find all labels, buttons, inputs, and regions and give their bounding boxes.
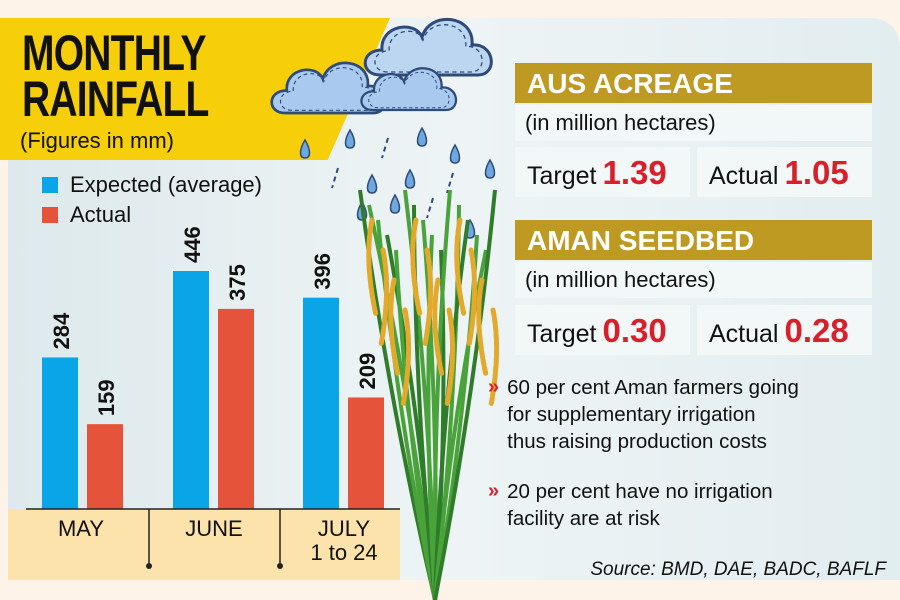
legend-actual: Actual — [42, 202, 131, 228]
raindrop-icon — [484, 158, 496, 179]
target-label: Target — [527, 162, 597, 190]
rain-streak — [331, 167, 339, 189]
chart-subtitle: (Figures in mm) — [20, 128, 175, 153]
aus-unit: (in million hectares) — [515, 105, 872, 141]
aman-target: Target 0.30 — [515, 305, 690, 355]
x-tick-label-line: JULY — [317, 516, 371, 541]
target-label: Target — [527, 320, 597, 348]
title-line-2: RAINFALL — [22, 71, 209, 127]
target-value: 0.30 — [602, 312, 667, 349]
aus-acreage-header: AUS ACREAGE — [515, 63, 872, 103]
legend-swatch-actual — [42, 207, 58, 223]
bullet-line: for supplementary irrigation — [507, 403, 756, 426]
x-tick-label-line: 1 to 24 — [310, 540, 378, 565]
bullet-line: 60 per cent Aman farmers going — [507, 376, 799, 399]
source-note: Source: BMD, DAE, BADC, BAFLF — [590, 559, 886, 580]
bar-expected-0 — [42, 357, 78, 509]
raindrop-icon — [389, 193, 401, 214]
rain-streak — [381, 137, 389, 159]
double-chevron-icon: » — [488, 376, 500, 398]
raindrop-icon — [344, 128, 356, 149]
bar-actual-2 — [348, 397, 384, 509]
bar-data-label: 209 — [355, 353, 380, 390]
rain-streak — [446, 172, 454, 194]
raindrop-icon — [299, 138, 311, 159]
bar-data-label: 446 — [180, 226, 205, 263]
actual-value: 1.05 — [784, 154, 849, 191]
aman-actual: Actual 0.28 — [697, 305, 872, 355]
bullet-line: 20 per cent have no irrigation — [507, 480, 773, 503]
x-tick-label-line: MAY — [57, 516, 105, 541]
aus-target: Target 1.39 — [515, 147, 690, 197]
aman-unit: (in million hectares) — [515, 262, 872, 298]
bullet-line: facility are at risk — [507, 507, 660, 530]
actual-value: 0.28 — [784, 312, 849, 349]
divider-dot — [277, 563, 283, 569]
aman-seedbed-header: AMAN SEEDBED — [515, 220, 872, 260]
raindrop-icon — [404, 168, 416, 189]
cloud-icon — [360, 67, 457, 112]
bullet-item: » 20 per cent have no irrigation facility … — [488, 478, 773, 532]
bullet-line: thus raising production costs — [507, 430, 767, 453]
x-tick-label: MAY — [21, 517, 141, 541]
page-title: MONTHLY RAINFALL — [22, 25, 209, 127]
actual-label: Actual — [709, 162, 779, 190]
bullet-item: » 60 per cent Aman farmers going for suppl… — [488, 374, 799, 455]
divider-dot — [146, 563, 152, 569]
legend-expected: Expected (average) — [42, 172, 262, 198]
legend-label: Expected (average) — [70, 172, 262, 197]
x-axis-band — [8, 509, 400, 580]
raindrop-icon — [416, 126, 428, 147]
cloud-icon — [363, 17, 493, 77]
target-value: 1.39 — [602, 154, 667, 191]
x-tick-label-line: JUNE — [185, 516, 243, 541]
bar-expected-2 — [303, 297, 339, 509]
raindrop-icon — [366, 173, 378, 194]
x-tick-label: JULY 1 to 24 — [284, 517, 404, 565]
x-tick-label: JUNE — [154, 517, 274, 541]
bar-data-label: 159 — [94, 379, 119, 416]
bar-data-label: 375 — [225, 264, 250, 301]
title-line-1: MONTHLY — [22, 25, 207, 81]
legend-label: Actual — [70, 202, 132, 227]
bar-data-label: 396 — [310, 253, 335, 290]
rain-streak — [426, 197, 434, 219]
aus-actual: Actual 1.05 — [697, 147, 872, 197]
bar-actual-0 — [87, 424, 123, 509]
legend-swatch-expected — [42, 177, 58, 193]
bar-actual-1 — [218, 308, 254, 509]
bar-data-label: 284 — [49, 312, 74, 349]
rice-plant-illustration — [358, 189, 500, 600]
bar-expected-1 — [173, 271, 209, 509]
double-chevron-icon: » — [488, 480, 500, 502]
actual-label: Actual — [709, 320, 779, 348]
raindrop-icon — [449, 143, 461, 164]
